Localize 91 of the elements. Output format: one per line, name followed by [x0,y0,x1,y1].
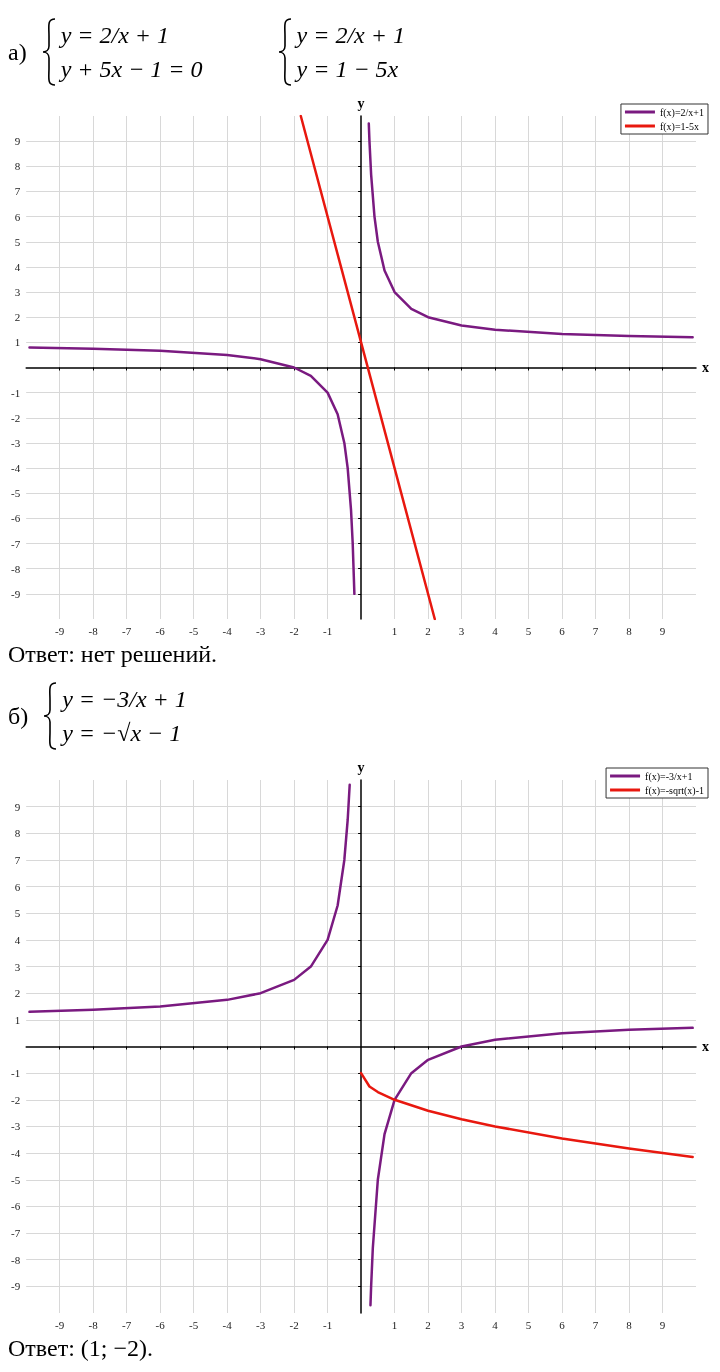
y-tick-label: -8 [10,562,21,575]
x-tick-label: -9 [55,624,65,637]
y-tick-label: -7 [10,1227,21,1240]
y-tick-label: 3 [14,960,21,973]
x-tick-label: 3 [458,624,465,637]
y-tick-label: -3 [10,436,21,449]
y-tick-label: 4 [14,260,21,273]
x-tick-label: 6 [559,624,566,637]
text: y = 2/x + 1 [60,21,171,50]
x-tick-label: -2 [289,624,299,637]
y-tick-label: 8 [14,160,21,173]
text: y = 2/x + 1 [296,21,405,50]
y-tick-label: 5 [14,235,21,248]
legend-label: f(x)=-3/x+1 [645,770,693,783]
y-tick-label: -9 [10,1280,21,1293]
y-tick-label: -9 [10,587,21,600]
y-tick-label: -6 [10,1200,21,1213]
y-tick-label: 4 [14,933,21,946]
x-axis-title: x [702,1039,709,1054]
text: y + 5x − 1 = 0 [60,55,203,84]
y-tick-label: -7 [10,537,21,550]
y-axis-title: y [357,95,365,111]
x-tick-label: 9 [659,1318,666,1331]
x-tick-label: -8 [88,624,99,637]
y-tick-label: 5 [14,907,21,920]
x-tick-label: 7 [592,1318,599,1331]
y-tick-label: 9 [14,135,21,148]
text: Ответ: (1; −2). [8,1334,154,1363]
x-tick-label: 2 [425,624,431,637]
x-tick-label: -2 [289,1318,299,1331]
x-tick-label: -7 [122,1318,132,1331]
x-tick-label: 5 [525,1318,532,1331]
x-tick-label: -6 [155,1318,166,1331]
text: Ответ: нет решений. [8,640,219,669]
y-tick-label: -4 [10,462,21,475]
y-tick-label: 8 [14,827,21,840]
x-tick-label: 7 [592,624,599,637]
chart-title: б) [8,702,29,730]
y-tick-label: -4 [10,1147,21,1160]
y-tick-label: -2 [10,1093,21,1106]
x-tick-label: -9 [55,1318,65,1331]
y-tick-label: -1 [10,1067,21,1080]
y-tick-label: 1 [14,1013,21,1026]
x-tick-label: 8 [626,1318,633,1331]
y-tick-label: -6 [10,512,21,525]
y-tick-label: -3 [10,1120,21,1133]
y-tick-label: 3 [14,286,21,299]
x-tick-label: -5 [189,624,199,637]
y-tick-label: 7 [14,853,21,866]
y-tick-label: -5 [10,1173,21,1186]
y-tick-label: 2 [14,987,21,1000]
x-tick-label: 3 [458,1318,465,1331]
x-tick-label: 5 [525,624,532,637]
text: y = 1 − 5x [296,55,400,84]
y-tick-label: -2 [10,411,21,424]
y-axis-title: y [357,759,365,775]
x-tick-label: 6 [559,1318,566,1331]
x-tick-label: -7 [122,624,132,637]
y-tick-label: -5 [10,487,21,500]
y-tick-label: 2 [14,311,21,324]
line-series [359,1071,694,1159]
y-tick-label: 9 [14,800,21,813]
y-tick-label: 6 [14,210,21,223]
text: y = −3/x + 1 [62,685,187,714]
x-tick-label: 2 [425,1318,431,1331]
x-tick-label: -1 [323,624,333,637]
legend-label: f(x)=-sqrt(x)-1 [645,784,704,797]
y-tick-label: 1 [14,336,21,349]
chart-title: а) [8,38,27,66]
x-tick-label: -4 [222,624,233,637]
x-tick-label: -8 [88,1318,99,1331]
x-tick-label: -1 [323,1318,333,1331]
x-axis-title: x [702,360,709,375]
y-tick-label: 6 [14,880,21,893]
legend-label: f(x)=2/x+1 [659,106,705,119]
y-tick-label: -8 [10,1253,21,1266]
x-tick-label: 9 [659,624,666,637]
x-tick-label: -3 [256,624,266,637]
x-tick-label: 8 [626,624,633,637]
x-tick-label: -4 [222,1318,233,1331]
x-tick-label: 1 [391,624,398,637]
x-tick-label: -5 [189,1318,199,1331]
y-tick-label: 7 [14,185,21,198]
x-tick-label: 1 [391,1318,398,1331]
x-tick-label: -3 [256,1318,266,1331]
x-tick-label: 4 [492,1318,499,1331]
x-tick-label: -6 [155,624,166,637]
y-tick-label: -1 [10,386,21,399]
legend-label: f(x)=1-5x [659,120,699,133]
x-tick-label: 4 [492,624,499,637]
text: y = −√x − 1 [62,719,183,748]
